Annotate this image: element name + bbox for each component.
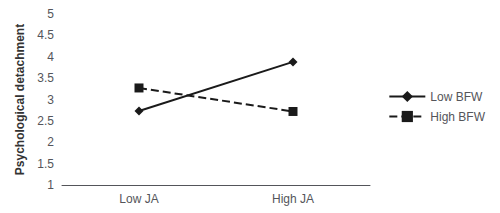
svg-text:Psychological detachment: Psychological detachment xyxy=(13,24,27,175)
svg-text:4.5: 4.5 xyxy=(37,28,54,42)
svg-text:Low JA: Low JA xyxy=(119,192,158,206)
svg-text:4: 4 xyxy=(47,50,54,64)
svg-text:2: 2 xyxy=(47,135,54,149)
svg-text:1.5: 1.5 xyxy=(37,157,54,171)
svg-text:5: 5 xyxy=(47,7,54,21)
svg-text:High BFW: High BFW xyxy=(430,110,485,124)
svg-text:High JA: High JA xyxy=(272,192,314,206)
svg-text:3: 3 xyxy=(47,93,54,107)
svg-text:Low BFW: Low BFW xyxy=(430,90,483,104)
svg-text:1: 1 xyxy=(47,178,54,192)
svg-text:3.5: 3.5 xyxy=(37,71,54,85)
svg-text:2.5: 2.5 xyxy=(37,114,54,128)
